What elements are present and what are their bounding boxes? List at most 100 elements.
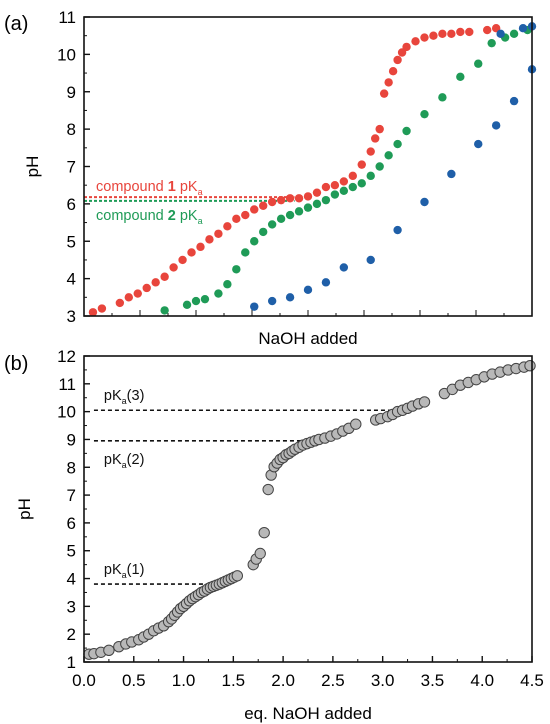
- data-point: [205, 235, 214, 244]
- data-point: [250, 237, 259, 246]
- data-point: [456, 27, 465, 37]
- data-point: [196, 242, 205, 252]
- data-point: [483, 25, 492, 35]
- data-point: [518, 24, 528, 33]
- data-point: [379, 89, 389, 98]
- data-point: [223, 222, 232, 231]
- data-point: [456, 72, 465, 82]
- y-tick-label: 6: [67, 514, 76, 533]
- x-tick-label: 3.0: [371, 671, 395, 690]
- x-tick-label: 1.5: [222, 671, 246, 690]
- data-point: [420, 197, 429, 207]
- data-point: [321, 195, 331, 205]
- data-point: [250, 205, 259, 214]
- data-point: [285, 293, 295, 302]
- data-point: [231, 570, 244, 582]
- data-point: [357, 160, 366, 169]
- data-point: [214, 229, 223, 238]
- data-point: [267, 296, 277, 306]
- data-point: [384, 151, 393, 160]
- data-point: [384, 78, 393, 87]
- data-point: [254, 547, 266, 560]
- data-point: [348, 182, 357, 192]
- data-point: [312, 199, 322, 209]
- data-point: [418, 396, 431, 408]
- data-point: [321, 182, 331, 192]
- y-axis-label: pH: [15, 498, 34, 520]
- data-point: [259, 201, 268, 210]
- x-tick-label: 1.0: [172, 671, 196, 690]
- data-point: [160, 306, 169, 315]
- data-point: [496, 29, 505, 39]
- data-series: [250, 65, 537, 311]
- data-point: [262, 483, 274, 496]
- data-point: [491, 121, 501, 130]
- data-point: [133, 289, 142, 298]
- y-tick-label: 8: [67, 120, 76, 139]
- data-point: [303, 203, 313, 212]
- data-point: [232, 214, 241, 224]
- data-point: [258, 526, 270, 539]
- pka-label: compound 1 pKa: [96, 179, 203, 197]
- data-point: [267, 220, 277, 229]
- data-point: [474, 139, 483, 149]
- data-point: [241, 210, 250, 220]
- pka-label: pKa(2): [104, 452, 144, 470]
- x-axis-label: eq. NaOH added: [244, 704, 372, 723]
- data-point: [350, 418, 362, 430]
- data-point: [187, 248, 196, 257]
- y-tick-label: 11: [58, 8, 76, 27]
- y-tick-label: 10: [57, 403, 76, 422]
- y-tick-label: 7: [67, 158, 76, 177]
- data-point: [438, 93, 447, 102]
- data-point: [397, 48, 407, 57]
- x-tick-label: 2.0: [271, 671, 295, 690]
- x-tick-label: 4.0: [470, 671, 494, 690]
- data-point: [447, 169, 456, 179]
- data-point: [169, 263, 178, 272]
- data-point: [182, 300, 192, 309]
- x-tick-label: 3.5: [421, 671, 445, 690]
- y-tick-label: 2: [67, 625, 76, 644]
- pka-label: pKa(3): [104, 388, 144, 406]
- data-point: [142, 283, 151, 293]
- data-point: [393, 225, 402, 235]
- data-point: [420, 109, 429, 119]
- data-point: [339, 263, 349, 272]
- x-axis-label: NaOH added: [258, 329, 357, 348]
- data-point: [276, 195, 286, 205]
- data-point: [402, 126, 411, 136]
- data-point: [285, 210, 295, 220]
- data-point: [420, 33, 429, 42]
- data-point: [509, 29, 519, 39]
- y-tick-label: 9: [67, 83, 76, 102]
- data-point: [124, 293, 133, 302]
- data-point: [312, 188, 322, 197]
- panel-a: (a) 3 4 5 6 7 8 9 10 11 compound 1 pKa compound 2 p…: [4, 8, 537, 348]
- data-point: [487, 38, 496, 48]
- data-point: [294, 194, 304, 203]
- data-point: [241, 248, 250, 257]
- y-tick-label: 4: [67, 570, 76, 589]
- plot-frame: [83, 355, 533, 663]
- x-tick-label: 0.0: [72, 671, 96, 690]
- data-point: [330, 190, 340, 199]
- y-tick-label: 12: [57, 347, 76, 366]
- plot-frame: [83, 16, 533, 317]
- data-point: [509, 96, 519, 106]
- data-point: [366, 171, 375, 181]
- data-point: [223, 280, 232, 289]
- data-point: [375, 124, 384, 134]
- data-point: [151, 278, 160, 287]
- data-point: [429, 31, 438, 40]
- y-tick-label: 4: [67, 270, 76, 289]
- data-point: [339, 186, 349, 195]
- data-point: [267, 197, 277, 207]
- data-point: [97, 304, 107, 313]
- pka-label: compound 2 pKa: [96, 208, 203, 226]
- data-point: [294, 207, 304, 216]
- data-point: [357, 179, 366, 188]
- data-series: [160, 25, 532, 315]
